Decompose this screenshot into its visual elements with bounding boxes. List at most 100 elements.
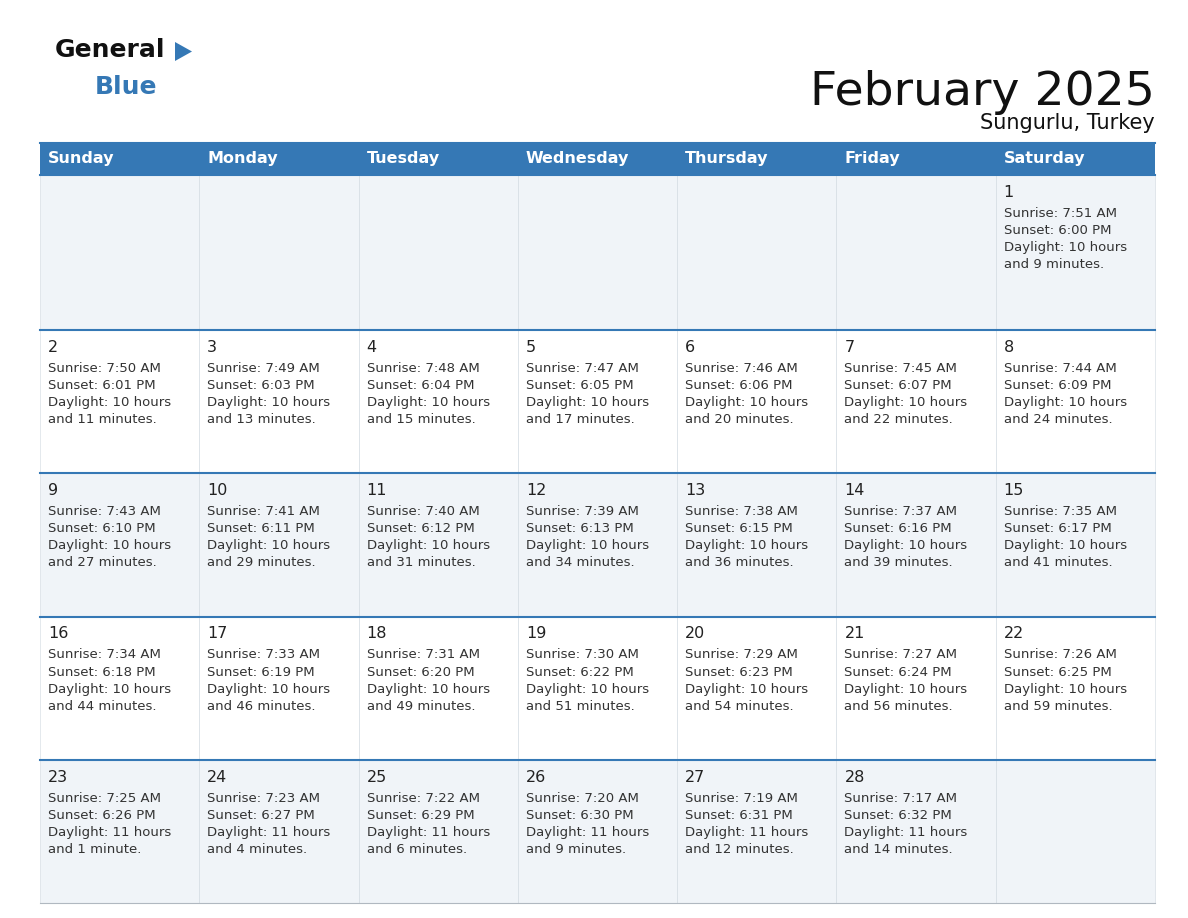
Text: 16: 16 [48,626,69,642]
Text: Sunset: 6:27 PM: Sunset: 6:27 PM [207,809,315,822]
Bar [40,617,200,760]
Text: Saturday: Saturday [1004,151,1085,166]
Text: Daylight: 10 hours: Daylight: 10 hours [367,539,489,553]
Bar [200,474,359,617]
Text: 28: 28 [845,770,865,785]
Text: Sunset: 6:05 PM: Sunset: 6:05 PM [526,379,633,392]
Text: Sunset: 6:18 PM: Sunset: 6:18 PM [48,666,156,678]
Text: Sunset: 6:07 PM: Sunset: 6:07 PM [845,379,952,392]
Text: Sunset: 6:06 PM: Sunset: 6:06 PM [685,379,792,392]
Bar [200,760,359,903]
Text: Sunset: 6:00 PM: Sunset: 6:00 PM [1004,224,1111,237]
Bar [518,175,677,330]
Bar [996,330,1155,474]
Text: Daylight: 11 hours: Daylight: 11 hours [207,826,330,839]
Text: and 6 minutes.: and 6 minutes. [367,843,467,856]
Text: 14: 14 [845,483,865,498]
Text: Thursday: Thursday [685,151,769,166]
Text: Sunrise: 7:17 AM: Sunrise: 7:17 AM [845,791,958,805]
Text: 11: 11 [367,483,387,498]
Text: Sunset: 6:16 PM: Sunset: 6:16 PM [845,522,952,535]
Bar [518,330,677,474]
Text: 9: 9 [48,483,58,498]
Bar [677,617,836,760]
Text: Sunrise: 7:37 AM: Sunrise: 7:37 AM [845,505,958,519]
Text: Daylight: 10 hours: Daylight: 10 hours [207,396,330,409]
Text: Daylight: 10 hours: Daylight: 10 hours [367,682,489,696]
Bar [518,617,677,760]
Text: Sunrise: 7:39 AM: Sunrise: 7:39 AM [526,505,639,519]
Text: Daylight: 10 hours: Daylight: 10 hours [685,396,808,409]
Text: and 31 minutes.: and 31 minutes. [367,556,475,569]
Text: Sunset: 6:17 PM: Sunset: 6:17 PM [1004,522,1112,535]
Text: Sunset: 6:15 PM: Sunset: 6:15 PM [685,522,792,535]
Bar [677,474,836,617]
Text: and 27 minutes.: and 27 minutes. [48,556,157,569]
Bar [836,175,996,330]
Text: Sunrise: 7:25 AM: Sunrise: 7:25 AM [48,791,162,805]
Text: 10: 10 [207,483,228,498]
Bar [200,175,359,330]
Text: Daylight: 10 hours: Daylight: 10 hours [367,396,489,409]
Text: 17: 17 [207,626,228,642]
Text: Daylight: 10 hours: Daylight: 10 hours [1004,682,1127,696]
Text: Sunrise: 7:43 AM: Sunrise: 7:43 AM [48,505,160,519]
Text: Daylight: 10 hours: Daylight: 10 hours [526,396,649,409]
Text: 18: 18 [367,626,387,642]
Text: Sunrise: 7:34 AM: Sunrise: 7:34 AM [48,648,160,662]
Bar [40,330,200,474]
Text: 7: 7 [845,340,854,355]
Text: Daylight: 10 hours: Daylight: 10 hours [526,682,649,696]
Text: 13: 13 [685,483,706,498]
Text: Sunset: 6:19 PM: Sunset: 6:19 PM [207,666,315,678]
Bar [836,760,996,903]
Bar [40,474,200,617]
Text: Wednesday: Wednesday [526,151,630,166]
Text: Sunrise: 7:51 AM: Sunrise: 7:51 AM [1004,207,1117,220]
Text: Daylight: 10 hours: Daylight: 10 hours [845,682,967,696]
Text: Daylight: 10 hours: Daylight: 10 hours [685,539,808,553]
Bar [359,330,518,474]
Text: Sunset: 6:25 PM: Sunset: 6:25 PM [1004,666,1112,678]
Text: 5: 5 [526,340,536,355]
Text: Sunset: 6:12 PM: Sunset: 6:12 PM [367,522,474,535]
Text: and 34 minutes.: and 34 minutes. [526,556,634,569]
Text: Daylight: 10 hours: Daylight: 10 hours [207,682,330,696]
Text: Sunset: 6:32 PM: Sunset: 6:32 PM [845,809,952,822]
Text: and 14 minutes.: and 14 minutes. [845,843,953,856]
Text: Sunrise: 7:22 AM: Sunrise: 7:22 AM [367,791,480,805]
Text: Monday: Monday [207,151,278,166]
Text: February 2025: February 2025 [810,70,1155,115]
Polygon shape [175,42,192,61]
Text: and 51 minutes.: and 51 minutes. [526,700,634,712]
Bar [677,175,836,330]
Text: and 9 minutes.: and 9 minutes. [1004,258,1104,271]
Bar [518,760,677,903]
Bar [200,330,359,474]
Bar [359,474,518,617]
Text: and 59 minutes.: and 59 minutes. [1004,700,1112,712]
Text: and 15 minutes.: and 15 minutes. [367,413,475,426]
Text: Sunday: Sunday [48,151,114,166]
Text: 1: 1 [1004,185,1015,200]
Text: Sunset: 6:30 PM: Sunset: 6:30 PM [526,809,633,822]
Text: Daylight: 10 hours: Daylight: 10 hours [1004,396,1127,409]
Text: Sunset: 6:10 PM: Sunset: 6:10 PM [48,522,156,535]
Text: and 22 minutes.: and 22 minutes. [845,413,953,426]
Text: Daylight: 11 hours: Daylight: 11 hours [48,826,171,839]
Text: Sunset: 6:23 PM: Sunset: 6:23 PM [685,666,792,678]
Text: Sunrise: 7:50 AM: Sunrise: 7:50 AM [48,362,160,375]
Text: Sunrise: 7:26 AM: Sunrise: 7:26 AM [1004,648,1117,662]
Text: and 56 minutes.: and 56 minutes. [845,700,953,712]
Text: and 20 minutes.: and 20 minutes. [685,413,794,426]
Bar [836,617,996,760]
Bar [677,760,836,903]
Text: General: General [55,38,165,62]
Bar [359,617,518,760]
Text: and 24 minutes.: and 24 minutes. [1004,413,1112,426]
Text: and 44 minutes.: and 44 minutes. [48,700,157,712]
Text: Sunrise: 7:29 AM: Sunrise: 7:29 AM [685,648,798,662]
Text: Sunrise: 7:27 AM: Sunrise: 7:27 AM [845,648,958,662]
Text: Sunset: 6:13 PM: Sunset: 6:13 PM [526,522,633,535]
Text: Sunrise: 7:47 AM: Sunrise: 7:47 AM [526,362,639,375]
